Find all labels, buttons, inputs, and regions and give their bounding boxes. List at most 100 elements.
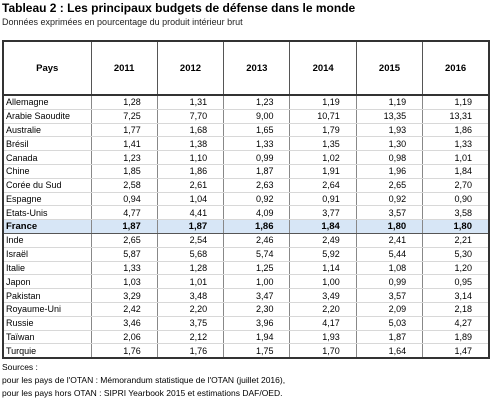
value-cell: 1,20 (422, 261, 490, 276)
budget-table: Pays 2011 2012 2013 2014 2015 2016 Allemagne 1,… (2, 40, 490, 360)
country-cell: Israël (2, 247, 92, 262)
sources: Sources : pour les pays de l'OTAN : Mémo… (2, 361, 285, 400)
subtitle: Données exprimées en pourcentage du prod… (2, 17, 243, 27)
country-cell: Japon (2, 274, 92, 290)
value-cell: 1,84 (422, 164, 490, 179)
column-header: 2011 (90, 40, 158, 96)
value-cell: 3,46 (90, 316, 158, 331)
value-cell: 1,93 (289, 330, 357, 345)
country-cell: Russie (2, 316, 92, 331)
table-row: Japon 1,03 1,01 1,00 1,00 0,99 0,95 (2, 274, 490, 290)
table-row: Espagne 0,94 1,04 0,92 0,91 0,92 0,90 (2, 192, 490, 207)
column-header: Pays (2, 40, 92, 96)
value-cell: 1,91 (289, 164, 357, 179)
value-cell: 1,93 (355, 123, 424, 138)
value-cell: 7,25 (90, 109, 158, 124)
value-cell: 2,63 (223, 178, 291, 193)
value-cell: 1,80 (355, 219, 424, 234)
value-cell: 1,19 (289, 95, 357, 110)
value-cell: 1,65 (223, 123, 291, 138)
value-cell: 1,89 (422, 330, 490, 345)
value-cell: 1,04 (156, 192, 225, 207)
country-cell: Canada (2, 150, 92, 165)
value-cell: 0,92 (355, 192, 424, 207)
table-row: Russie 3,46 3,75 3,96 4,17 5,03 4,27 (2, 316, 490, 331)
value-cell: 7,70 (156, 109, 225, 124)
value-cell: 1,01 (156, 274, 225, 290)
value-cell: 0,92 (223, 192, 291, 207)
table-row: Canada 1,23 1,10 0,99 1,02 0,98 1,01 (2, 150, 490, 165)
value-cell: 0,98 (355, 150, 424, 165)
value-cell: 4,17 (289, 316, 357, 331)
column-header: 2016 (422, 40, 490, 96)
value-cell: 0,91 (289, 192, 357, 207)
value-cell: 4,77 (90, 205, 158, 221)
value-cell: 1,28 (90, 95, 158, 110)
value-cell: 2,09 (355, 302, 424, 317)
value-cell: 13,31 (422, 109, 490, 124)
value-cell: 2,30 (223, 302, 291, 317)
table-row: Israël 5,87 5,68 5,74 5,92 5,44 5,30 (2, 247, 490, 262)
value-cell: 2,49 (289, 233, 357, 248)
value-cell: 1,76 (90, 343, 158, 359)
value-cell: 3,58 (422, 205, 490, 221)
value-cell: 5,03 (355, 316, 424, 331)
column-header: 2014 (289, 40, 357, 96)
value-cell: 1,87 (355, 330, 424, 345)
table-row: Arabie Saoudite 7,25 7,70 9,00 10,71 13,35 13,… (2, 109, 490, 124)
country-cell: Australie (2, 123, 92, 138)
value-cell: 1,08 (355, 261, 424, 276)
value-cell: 9,00 (223, 109, 291, 124)
value-cell: 3,14 (422, 288, 490, 303)
table-row: Allemagne 1,28 1,31 1,23 1,19 1,19 1,19 (2, 95, 490, 110)
country-cell: Brésil (2, 136, 92, 152)
value-cell: 1,14 (289, 261, 357, 276)
value-cell: 1,23 (90, 150, 158, 165)
title: Tableau 2 : Les principaux budgets de dé… (2, 1, 356, 15)
value-cell: 1,79 (289, 123, 357, 138)
value-cell: 1,33 (422, 136, 490, 152)
value-cell: 2,64 (289, 178, 357, 193)
value-cell: 0,99 (355, 274, 424, 290)
table-row: Brésil 1,41 1,38 1,33 1,35 1,30 1,33 (2, 136, 490, 152)
value-cell: 2,61 (156, 178, 225, 193)
table-row: Inde 2,65 2,54 2,46 2,49 2,41 2,21 (2, 233, 490, 248)
country-cell: Etats-Unis (2, 205, 92, 221)
value-cell: 1,33 (223, 136, 291, 152)
value-cell: 2,06 (90, 330, 158, 345)
table-row: Corée du Sud 2,58 2,61 2,63 2,64 2,65 2,70 (2, 178, 490, 193)
value-cell: 1,01 (422, 150, 490, 165)
sources-heading: Sources : (2, 362, 38, 372)
country-cell: Espagne (2, 192, 92, 207)
country-cell: Inde (2, 233, 92, 248)
header-row: Pays 2011 2012 2013 2014 2015 2016 (2, 40, 490, 96)
value-cell: 1,41 (90, 136, 158, 152)
value-cell: 1,19 (422, 95, 490, 110)
value-cell: 5,87 (90, 247, 158, 262)
value-cell: 1,31 (156, 95, 225, 110)
column-header: 2015 (355, 40, 424, 96)
value-cell: 1,86 (223, 219, 291, 234)
country-cell: Royaume-Uni (2, 302, 92, 317)
value-cell: 1,96 (355, 164, 424, 179)
value-cell: 1,80 (422, 219, 490, 234)
value-cell: 1,10 (156, 150, 225, 165)
value-cell: 0,95 (422, 274, 490, 290)
table-row: France 1,87 1,87 1,86 1,84 1,80 1,80 (2, 219, 490, 234)
value-cell: 1,00 (223, 274, 291, 290)
table-row: Royaume-Uni 2,42 2,20 2,30 2,20 2,09 2,18 (2, 302, 490, 317)
value-cell: 1,86 (156, 164, 225, 179)
value-cell: 1,84 (289, 219, 357, 234)
country-cell: Pakistan (2, 288, 92, 303)
value-cell: 2,20 (156, 302, 225, 317)
value-cell: 10,71 (289, 109, 357, 124)
value-cell: 5,68 (156, 247, 225, 262)
value-cell: 0,94 (90, 192, 158, 207)
value-cell: 2,41 (355, 233, 424, 248)
value-cell: 1,77 (90, 123, 158, 138)
value-cell: 2,46 (223, 233, 291, 248)
country-cell: Turquie (2, 343, 92, 359)
table-row: Taïwan 2,06 2,12 1,94 1,93 1,87 1,89 (2, 330, 490, 345)
value-cell: 1,70 (289, 343, 357, 359)
